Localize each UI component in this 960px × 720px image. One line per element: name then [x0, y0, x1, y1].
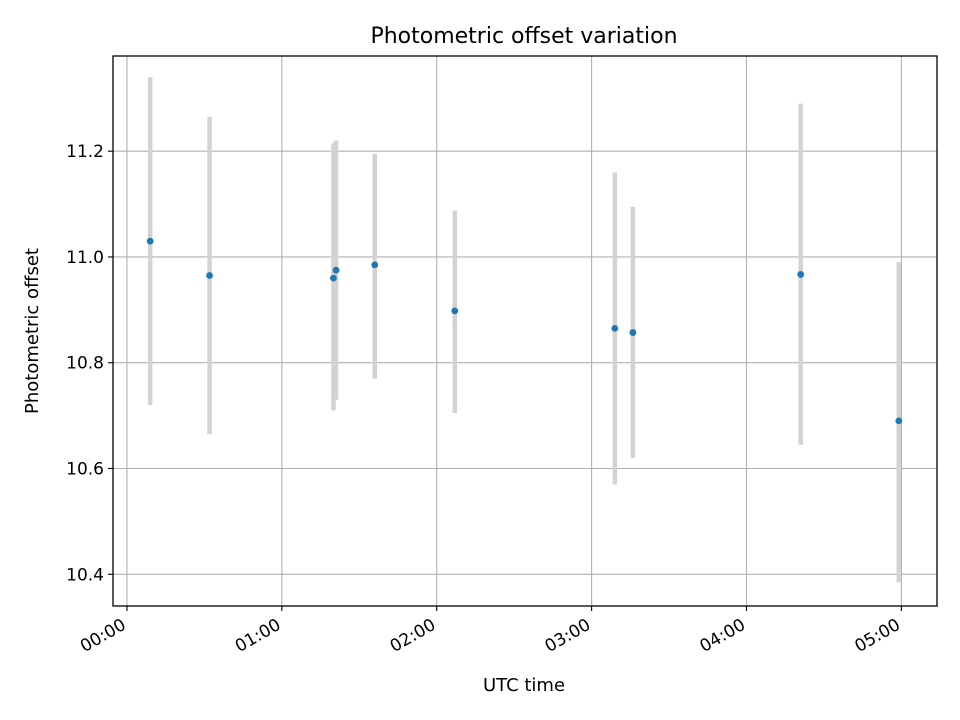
x-tick-label: 03:00	[542, 615, 594, 657]
data-point	[206, 272, 213, 279]
x-tick-label: 01:00	[232, 615, 284, 657]
plot-frame	[112, 55, 938, 607]
data-point	[895, 417, 903, 425]
data-point	[611, 324, 619, 332]
data-point	[330, 274, 337, 282]
y-tick-label: 10.8	[66, 354, 104, 374]
chart-title: Photometric offset variation	[370, 24, 677, 49]
y-axis-label: Photometric offset	[22, 248, 43, 414]
data-points	[146, 237, 903, 425]
grid	[113, 56, 937, 606]
x-tick-label: 05:00	[851, 615, 903, 657]
x-tick-label: 04:00	[697, 615, 749, 657]
y-tick-label: 11.0	[66, 248, 104, 268]
y-axis-ticks: 10.4 10.6 10.8 11.0 11.2	[66, 142, 113, 585]
data-point	[371, 261, 379, 269]
error-bars	[147, 77, 902, 583]
data-point	[451, 307, 459, 315]
data-point	[146, 237, 154, 245]
data-point	[629, 329, 637, 336]
data-point	[797, 271, 805, 278]
y-tick-label: 10.6	[66, 460, 104, 480]
x-tick-label: 00:00	[77, 615, 129, 657]
x-axis-label: UTC time	[483, 675, 565, 696]
x-axis-ticks: 00:00 01:00 02:00 03:00 04:00 05:00	[77, 606, 904, 657]
y-tick-label: 10.4	[66, 565, 104, 585]
y-tick-label: 11.2	[66, 142, 104, 162]
data-point	[332, 266, 340, 274]
x-tick-label: 02:00	[387, 615, 439, 657]
